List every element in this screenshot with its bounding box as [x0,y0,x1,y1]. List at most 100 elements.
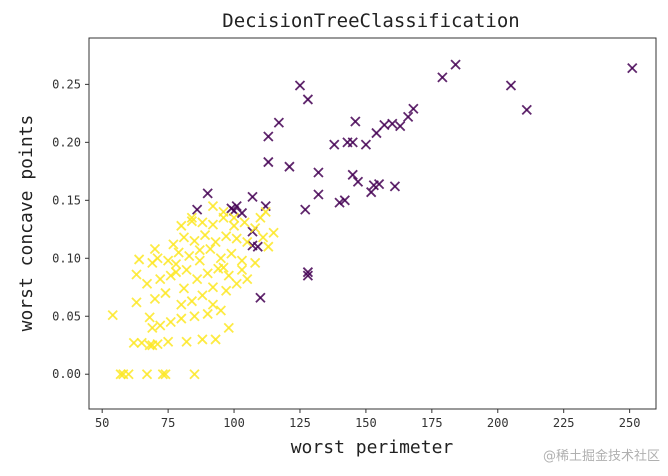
data-point-class-1 [263,241,274,252]
data-point-class-1 [194,245,205,256]
data-point-class-1 [160,287,171,299]
y-tick-label: 0.05 [52,309,81,323]
data-point-class-1 [173,247,184,258]
y-axis-label: worst concave points [16,115,37,332]
data-point-class-1 [157,369,168,380]
data-point-class-1 [226,248,237,259]
data-point-class-1 [181,336,192,347]
x-tick-label: 100 [223,416,245,430]
data-point-class-0 [350,116,361,127]
x-tick-label: 125 [289,416,311,430]
data-point-class-0 [379,119,390,131]
data-point-class-0 [371,127,382,139]
data-point-class-1 [197,290,208,301]
data-point-class-0 [342,137,353,148]
data-point-class-1 [210,236,221,248]
data-point-class-1 [152,253,163,264]
data-point-class-1 [260,206,271,218]
data-point-class-1 [218,262,229,273]
data-point-class-1 [149,293,161,304]
data-point-class-1 [189,311,200,322]
data-point-class-1 [218,206,229,218]
data-point-class-1 [207,282,219,293]
data-point-class-1 [141,278,153,289]
x-tick-label: 50 [95,416,109,430]
data-point-class-0 [313,167,324,178]
data-point-class-1 [220,285,232,296]
data-point-class-1 [184,250,195,262]
data-point-class-1 [136,337,147,349]
data-point-class-1 [178,283,190,294]
data-point-class-1 [197,334,208,345]
data-point-class-1 [128,337,139,349]
data-point-class-1 [223,322,234,333]
data-point-class-1 [215,305,226,316]
data-point-class-0 [505,80,517,91]
data-point-class-1 [189,369,200,380]
data-point-class-1 [107,309,118,321]
data-point-class-1 [236,255,248,266]
data-point-class-1 [115,369,126,380]
data-point-class-1 [207,299,219,310]
data-point-class-0 [294,80,306,91]
data-point-class-0 [313,189,324,200]
data-point-class-1 [191,274,203,285]
data-point-class-1 [194,255,205,266]
data-point-class-0 [339,195,350,206]
data-point-class-0 [389,181,401,192]
plot-area-frame [88,37,657,410]
data-point-class-1 [231,233,242,244]
data-point-class-1 [207,200,219,212]
data-point-class-0 [191,204,203,215]
data-point-class-1 [228,212,240,223]
data-point-class-1 [176,220,187,231]
data-point-class-0 [334,197,345,208]
data-point-class-1 [239,217,250,228]
data-point-class-1 [144,340,155,351]
data-point-class-0 [366,187,377,198]
x-axis: 50 75 100 125 150 175 200 225 250 [95,409,640,430]
data-point-class-0 [284,161,295,172]
data-point-class-1 [162,336,174,347]
data-point-class-0 [437,72,448,83]
data-point-class-0 [300,204,311,215]
scatter-points [107,59,638,380]
data-point-class-0 [395,120,406,132]
data-point-class-1 [236,264,248,276]
data-point-class-1 [202,268,213,279]
data-point-class-1 [250,223,261,234]
data-point-class-1 [242,274,253,285]
data-point-class-0 [521,104,532,116]
y-tick-label: 0.15 [52,193,81,207]
data-point-class-1 [155,320,166,331]
data-point-class-1 [207,219,219,230]
chart-title: DecisionTreeClassification [222,10,519,32]
data-point-class-1 [231,278,242,289]
data-point-class-0 [402,111,414,122]
data-point-class-0 [226,203,237,214]
data-point-class-1 [165,270,176,281]
data-point-class-1 [131,297,142,308]
data-point-class-0 [450,59,461,70]
data-point-class-0 [202,188,213,199]
data-point-class-1 [199,229,211,241]
y-tick-label: 0.20 [52,135,81,149]
data-point-class-1 [223,270,234,281]
data-point-class-0 [302,94,314,105]
data-point-class-1 [242,236,253,248]
x-tick-label: 175 [421,416,443,430]
data-point-class-0 [231,200,242,212]
data-point-class-1 [186,296,197,307]
data-point-class-1 [197,217,208,228]
data-point-class-1 [168,239,179,250]
data-point-class-0 [263,131,274,142]
x-tick-label: 225 [553,416,575,430]
data-point-class-1 [152,338,163,350]
data-point-class-1 [155,274,166,285]
y-axis: 0.00 0.05 0.10 0.15 0.20 0.25 [52,77,89,381]
x-tick-label: 150 [355,416,377,430]
x-tick-label: 75 [161,416,175,430]
data-point-class-0 [627,63,638,74]
data-point-class-1 [228,220,240,231]
x-axis-label: worst perimeter [291,437,454,458]
